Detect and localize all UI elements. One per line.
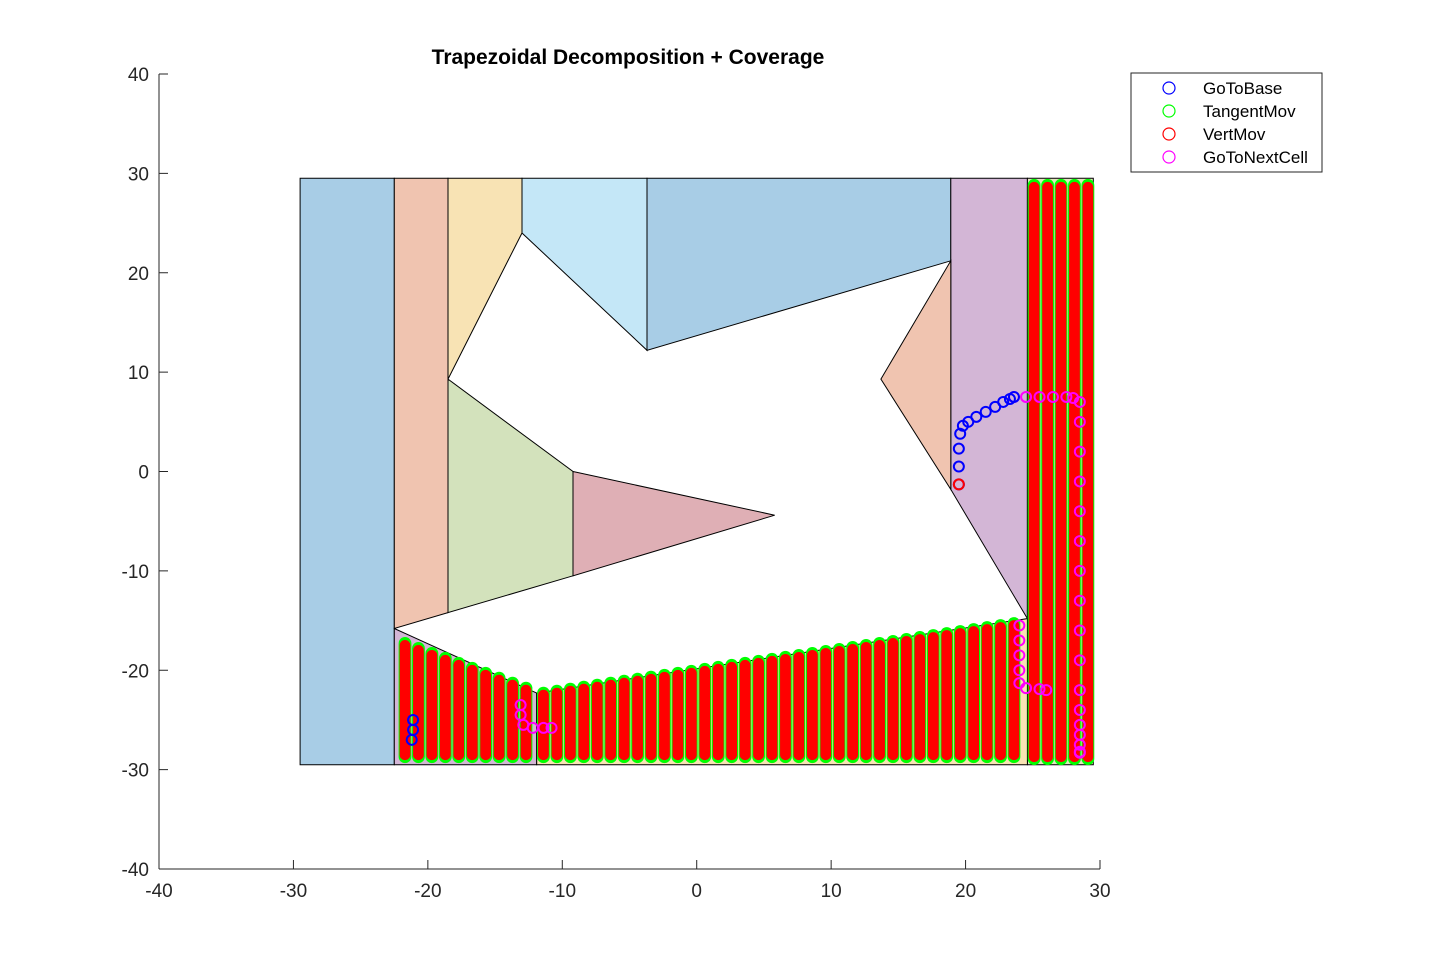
legend-label-gotobase: GoToBase — [1203, 79, 1282, 98]
marker-gotonextcell-9 — [1046, 390, 1059, 403]
marker-gotonextcell-32 — [1013, 664, 1026, 677]
marker-gotonextcell-23 — [1073, 704, 1086, 716]
marker-gotonextcell-10 — [1060, 390, 1073, 403]
marker-gotonextcell-28 — [1073, 746, 1086, 759]
marker-gotobase-11 — [1007, 390, 1020, 403]
cell-9 — [572, 470, 775, 577]
y-tick-label-2: -20 — [122, 661, 149, 682]
x-tick-label-6: 20 — [955, 881, 976, 902]
marker-gotonextcell-20 — [1073, 624, 1086, 637]
marker-vertmov-0 — [952, 478, 965, 491]
x-tick-label-4: 0 — [691, 881, 702, 902]
marker-gotonextcell-8 — [1033, 390, 1046, 403]
y-tick-label-8: 40 — [128, 65, 149, 86]
marker-gotonextcell-30 — [1013, 634, 1026, 647]
marker-gotobase-14 — [407, 713, 420, 726]
marker-gotonextcell-22 — [1073, 684, 1086, 697]
series-markers — [405, 390, 1086, 759]
marker-gotobase-1 — [952, 460, 965, 473]
marker-gotonextcell-14 — [1073, 445, 1086, 458]
legend: GoToBase TangentMov VertMov GoToNextCell — [1130, 72, 1323, 173]
marker-gotonextcell-19 — [1073, 594, 1086, 607]
x-tick-label-0: -40 — [145, 881, 172, 902]
x-tick-label-7: 30 — [1089, 881, 1110, 902]
legend-label-tangentmov: TangentMov — [1203, 102, 1296, 121]
legend-marker-tangentmov — [1162, 104, 1176, 118]
marker-gotonextcell-5 — [545, 721, 558, 734]
y-tick-label-5: 10 — [128, 363, 149, 384]
x-tick-label-2: -20 — [414, 881, 441, 902]
cell-1 — [393, 177, 449, 630]
marker-gotonextcell-7 — [1020, 390, 1033, 403]
y-tick-label-7: 30 — [128, 164, 149, 185]
marker-gotonextcell-31 — [1013, 649, 1026, 662]
legend-marker-gotonextcell — [1162, 150, 1176, 164]
marker-gotonextcell-16 — [1073, 505, 1086, 518]
y-tick-label-4: 0 — [138, 463, 149, 484]
marker-gotobase-6 — [970, 410, 983, 423]
legend-marker-gotobase — [1162, 81, 1176, 95]
axes: -40 -30 -20 -10 0 10 20 30 -40 -30 -20 -10 0 10 20 30 40 — [122, 65, 1111, 902]
marker-gotonextcell-21 — [1073, 654, 1086, 667]
x-tick-label-5: 10 — [821, 881, 842, 902]
marker-gotonextcell-12 — [1073, 395, 1086, 408]
marker-gotonextcell-13 — [1073, 415, 1086, 428]
marker-gotonextcell-34 — [1020, 682, 1033, 695]
chart-title: Trapezoidal Decomposition + Coverage — [432, 46, 825, 69]
marker-gotobase-2 — [952, 442, 965, 455]
marker-gotobase-3 — [954, 427, 967, 440]
y-tick-label-0: -40 — [122, 860, 149, 881]
legend-label-gotonextcell: GoToNextCell — [1203, 148, 1308, 167]
marker-gotonextcell-26 — [1073, 738, 1086, 751]
legend-marker-vertmov — [1162, 127, 1176, 141]
marker-gotonextcell-15 — [1073, 475, 1086, 488]
marker-gotonextcell-4 — [537, 721, 550, 734]
marker-gotonextcell-29 — [1013, 619, 1026, 632]
x-tick-label-1: -30 — [280, 881, 307, 902]
x-tick-label-3: -10 — [549, 881, 576, 902]
legend-label-vertmov: VertMov — [1203, 125, 1266, 144]
y-tick-label-1: -30 — [122, 761, 149, 782]
marker-gotonextcell-17 — [1073, 535, 1086, 548]
marker-gotobase-9 — [997, 395, 1010, 408]
cell-0 — [299, 177, 395, 766]
y-tick-label-6: 20 — [128, 264, 149, 285]
y-tick-label-3: -10 — [122, 562, 149, 583]
cell-6 — [880, 258, 952, 492]
marker-gotonextcell-18 — [1073, 564, 1086, 577]
marker-gotobase-7 — [979, 405, 992, 418]
marker-gotonextcell-35 — [1033, 683, 1046, 696]
marker-gotonextcell-36 — [1040, 684, 1053, 697]
